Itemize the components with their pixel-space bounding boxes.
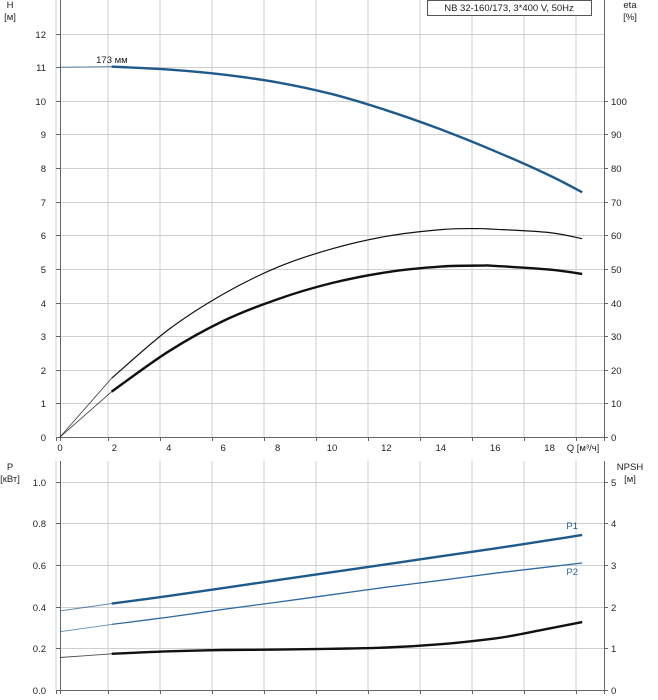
head-panel-x-tick-label: 4 [166, 443, 171, 454]
head-panel-right-axis-unit: [%] [623, 12, 637, 23]
power-panel-legend-p1: P1 [566, 521, 578, 532]
head-panel-x-tick-label: 18 [544, 443, 555, 454]
head-panel-left-tick-label: 10 [35, 97, 46, 108]
power-panel-background [60, 461, 604, 690]
power-panel-left-tick-label: 0.0 [33, 686, 46, 697]
head-panel-x-tick-label: 6 [221, 443, 226, 454]
power-panel-left-tick-label: 0.6 [33, 561, 46, 572]
power-panel-left-tick-label: 0.4 [33, 603, 46, 614]
head-panel-right-tick-label: 70 [611, 198, 622, 209]
power-panel-right-tick-label: 3 [611, 561, 616, 572]
power-panel-p2-extension-line [59, 623, 112, 633]
head-panel-left-tick-label: 4 [41, 299, 46, 310]
power-panel-left-tick-label: 1.0 [33, 478, 46, 489]
head-panel-background [60, 0, 604, 437]
head-panel-right-tick-label: 100 [611, 97, 627, 108]
head-panel-x-tick-label: 12 [381, 443, 392, 454]
head-panel-x-tick-label: 14 [436, 443, 447, 454]
head-panel-left-tick-label: 12 [35, 30, 46, 41]
head-panel-h-curve [111, 65, 583, 194]
head-panel-right-tick-label: 50 [611, 265, 622, 276]
head-panel-x-tick-label: 10 [327, 443, 338, 454]
head-panel-left-tick-label: 9 [41, 130, 46, 141]
head-panel-x-tick-label: 8 [275, 443, 280, 454]
head-panel-x-tick-label: 0 [57, 443, 62, 454]
head-panel-h-extension-line [59, 66, 112, 68]
power-panel-right-axis-label: NPSH [617, 462, 644, 473]
head-panel-eta_thin-curve [111, 227, 583, 379]
head-panel-impeller-diameter-annotation: 173 мм [96, 55, 128, 66]
power-panel-left-tick-label: 0.8 [33, 519, 46, 530]
power-panel-p1-extension-line [59, 603, 112, 612]
head-panel-left-tick-label: 8 [41, 164, 46, 175]
head-panel-left-tick-label: 3 [41, 332, 46, 343]
head-panel-right-tick-label: 80 [611, 164, 622, 175]
head-panel-left-axis-label: H [7, 0, 14, 11]
head-panel-left-tick-label: 6 [41, 231, 46, 242]
power-panel-right-tick-label: 2 [611, 603, 616, 614]
power-panel-left-axis-unit: [кВт] [0, 474, 20, 485]
head-panel-left-axis-unit: [м] [4, 12, 16, 23]
power-panel-right-axis-unit: [м] [624, 474, 636, 485]
head-panel-right-axis-label: eta [623, 0, 637, 11]
head-panel-right-tick-label: 0 [611, 433, 616, 444]
head-panel-title-box [427, 0, 592, 16]
head-panel-right-tick-label: 90 [611, 130, 622, 141]
power-panel-left-axis-label: P [7, 462, 13, 473]
head-panel-right-tick-label: 10 [611, 399, 622, 410]
power-panel-left-tick-label: 0.2 [33, 644, 46, 655]
power-panel-right-tick-label: 4 [611, 519, 616, 530]
head-panel-x-tick-label: 2 [112, 443, 117, 454]
head-panel-left-tick-label: 2 [41, 366, 46, 377]
head-panel-right-tick-label: 20 [611, 366, 622, 377]
power-panel-right-tick-label: 1 [611, 644, 616, 655]
head-panel-eta_thick-extension-line [59, 391, 112, 438]
power-panel-legend-p2: P2 [566, 567, 578, 578]
power-panel-npsh-extension-line [59, 653, 112, 658]
head-panel-right-tick-label: 60 [611, 231, 622, 242]
head-panel-left-tick-label: 5 [41, 265, 46, 276]
power-panel-right-tick-label: 5 [611, 478, 616, 489]
head-panel-left-tick-label: 11 [36, 63, 46, 74]
head-panel-title: NB 32-160/173, 3*400 V, 50Hz [444, 3, 574, 14]
head-panel-left-tick-label: 1 [41, 399, 46, 410]
head-panel-x-tick-label: 16 [490, 443, 501, 454]
power-panel-right-tick-label: 0 [611, 686, 616, 697]
head-panel-left-tick-label: 7 [41, 198, 46, 209]
head-panel-eta_thin-extension-line [59, 377, 113, 438]
head-panel-x-axis-label: Q [м³/ч] [567, 443, 600, 454]
power-panel-p1-curve [111, 533, 583, 605]
power-panel-npsh-curve [111, 620, 583, 655]
head-panel-right-tick-label: 30 [611, 332, 622, 343]
power-panel-p2-curve [111, 562, 583, 626]
head-panel-right-tick-label: 40 [611, 299, 622, 310]
head-panel-eta_thick-curve [111, 264, 583, 393]
head-panel-left-tick-label: 0 [41, 433, 46, 444]
